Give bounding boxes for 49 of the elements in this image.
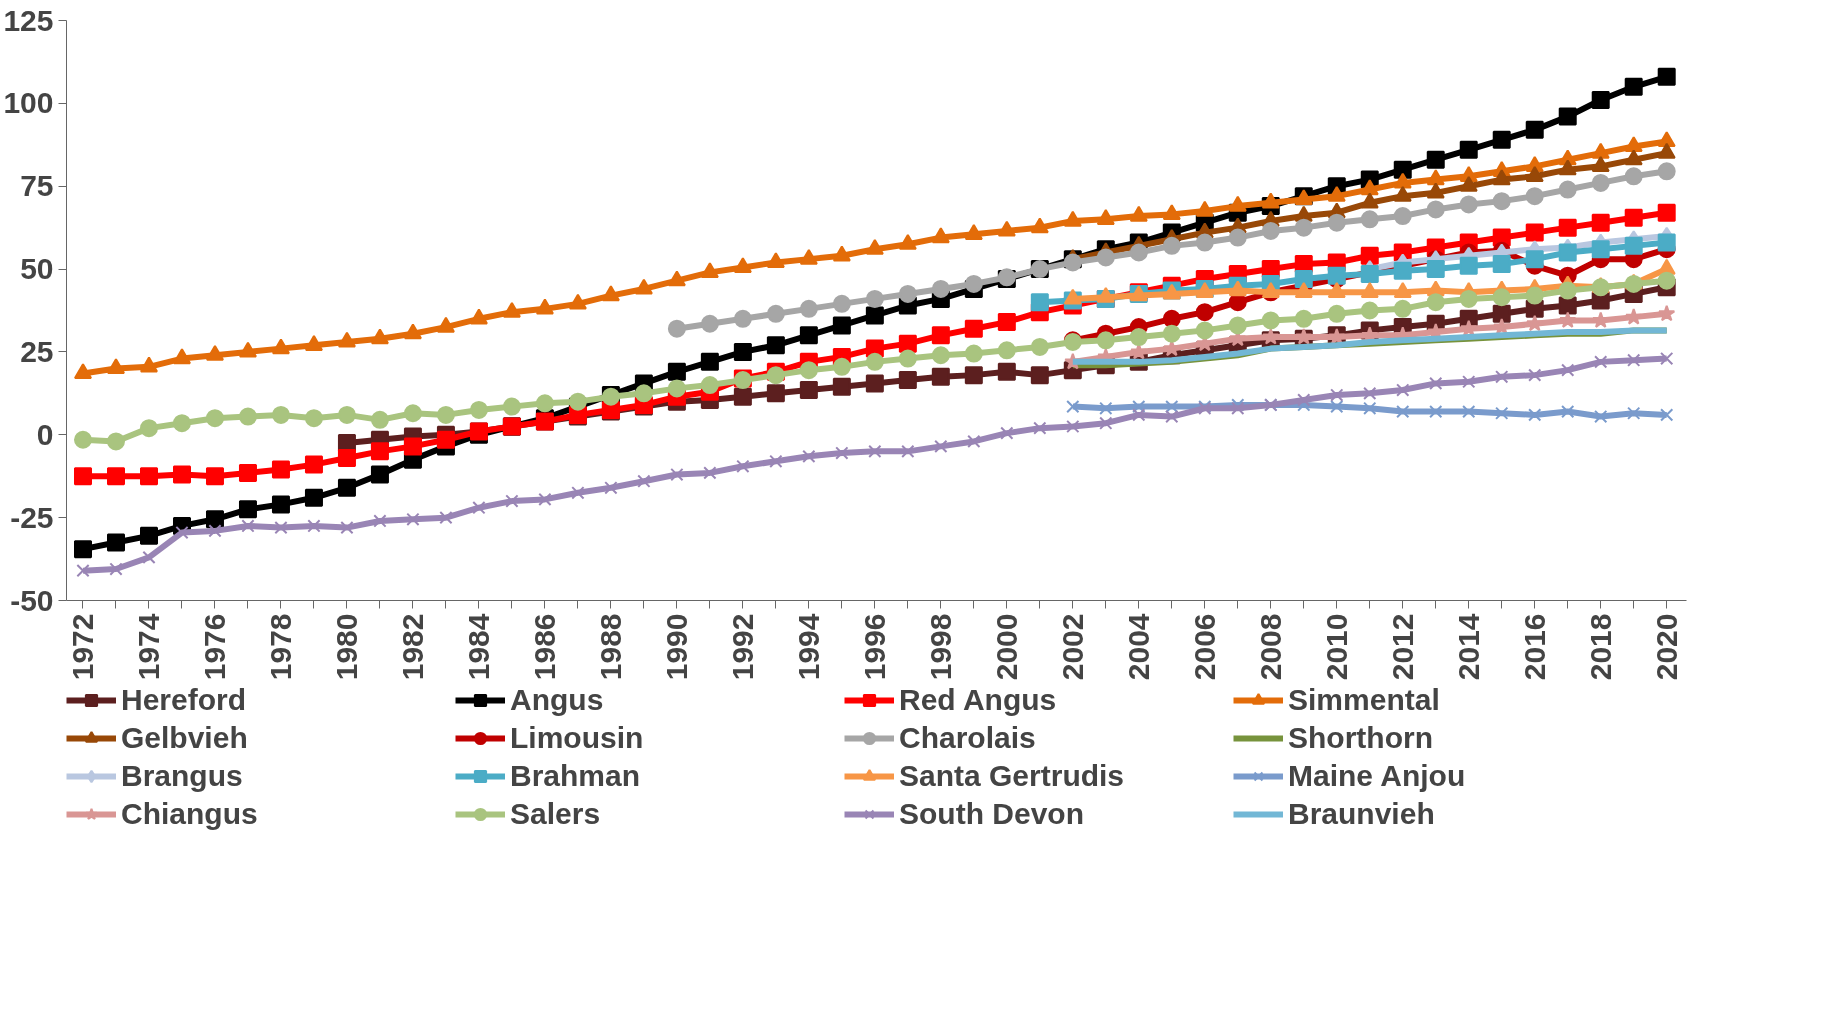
x-tick-label: 1980	[329, 613, 363, 681]
x-tick-label: 1996	[857, 613, 891, 681]
y-tick-label: 25	[20, 334, 54, 368]
legend-label: Brangus	[121, 759, 244, 793]
x-tick-label: 2016	[1517, 613, 1551, 681]
x-tick-label: 2000	[989, 613, 1023, 681]
x-tick-label: 2006	[1187, 613, 1221, 681]
legend-label: Chiangus	[121, 797, 259, 831]
x-tick-label: 1986	[527, 613, 561, 681]
x-tick-label: 1994	[791, 613, 825, 681]
x-tick-label: 1976	[197, 613, 231, 681]
legend-label: Limousin	[510, 721, 645, 755]
x-tick-label: 1978	[263, 613, 297, 681]
x-tick-label: 2018	[1583, 613, 1617, 681]
x-tick-label: 2004	[1121, 613, 1155, 681]
legend-label: Charolais	[899, 721, 1037, 755]
x-tick-label: 1998	[923, 613, 957, 681]
y-tick-label: 75	[20, 169, 54, 203]
x-tick-label: 1992	[725, 613, 759, 681]
y-tick-label: -50	[10, 583, 54, 617]
legend-label: Maine Anjou	[1288, 759, 1467, 793]
legend-label: Shorthorn	[1288, 721, 1434, 755]
legend-label: South Devon	[899, 797, 1085, 831]
x-tick-label: 2002	[1055, 613, 1089, 681]
y-tick-label: -25	[10, 500, 54, 534]
y-tick-label: 125	[3, 3, 54, 37]
x-tick-label: 2010	[1319, 613, 1353, 681]
legend-label: Hereford	[121, 683, 248, 717]
legend-label: Simmental	[1288, 683, 1441, 717]
legend-label: Gelbvieh	[121, 721, 249, 755]
x-tick-label: 1972	[66, 613, 99, 681]
x-tick-label: 2008	[1253, 613, 1287, 681]
legend-label: Braunvieh	[1288, 797, 1436, 831]
x-tick-label: 1982	[395, 613, 429, 681]
x-tick-label: 2012	[1385, 613, 1419, 681]
legend-label: Salers	[510, 797, 602, 831]
x-tick-label: 1984	[461, 613, 495, 681]
legend-label: Angus	[510, 683, 605, 717]
legend-label: Santa Gertrudis	[899, 759, 1126, 793]
x-tick-label: 2014	[1451, 613, 1485, 681]
y-tick-label: 100	[3, 86, 54, 120]
x-tick-label: 1990	[659, 613, 693, 681]
x-tick-label: 2020	[1649, 613, 1683, 681]
y-tick-label: 0	[36, 417, 54, 451]
legend-label: Red Angus	[899, 683, 1058, 717]
legend-label: Brahman	[510, 759, 642, 793]
x-tick-label: 1974	[131, 613, 165, 681]
y-tick-label: 50	[20, 252, 54, 286]
x-tick-label: 1988	[593, 613, 627, 681]
